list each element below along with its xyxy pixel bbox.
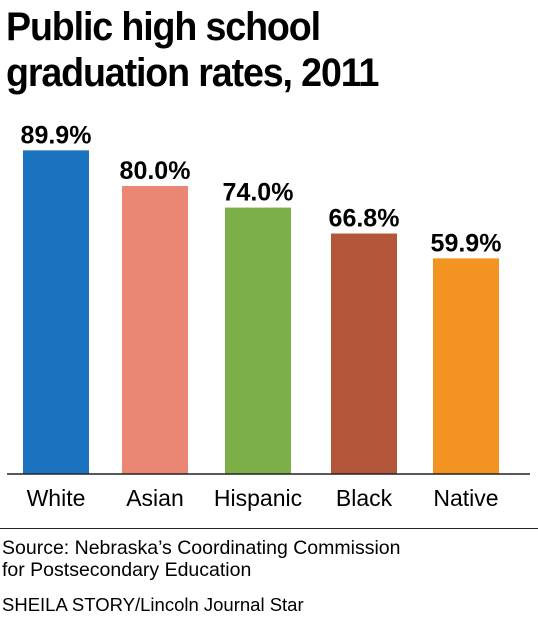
chart-title: Public high school graduation rates, 201… — [6, 5, 379, 95]
bar-native — [433, 258, 499, 474]
value-label-native: 59.9% — [431, 229, 502, 257]
value-label-asian: 80.0% — [120, 157, 191, 185]
bars-group — [23, 150, 499, 475]
value-label-black: 66.8% — [329, 205, 400, 233]
category-label-native: Native — [433, 485, 498, 511]
category-labels-group: White Asian Hispanic Black Native — [27, 485, 499, 511]
source-note: Source: Nebraska’s Coordinating Commissi… — [2, 537, 401, 581]
category-label-asian: Asian — [126, 485, 184, 511]
bar-hispanic — [225, 207, 291, 474]
credit-line: SHEILA STORY/Lincoln Journal Star — [2, 594, 304, 615]
category-label-white: White — [27, 485, 86, 511]
value-label-hispanic: 74.0% — [223, 179, 294, 207]
divider-line — [0, 528, 538, 529]
category-label-hispanic: Hispanic — [214, 485, 302, 511]
bar-black — [331, 233, 397, 474]
bar-asian — [122, 186, 188, 474]
value-labels-group: 89.9% 80.0% 74.0% 66.8% 59.9% — [21, 121, 502, 257]
bar-chart: 89.9% 80.0% 74.0% 66.8% 59.9% White Asian Hisp… — [7, 121, 530, 511]
value-label-white: 89.9% — [21, 121, 92, 149]
bar-white — [23, 150, 89, 475]
category-label-black: Black — [336, 485, 393, 511]
